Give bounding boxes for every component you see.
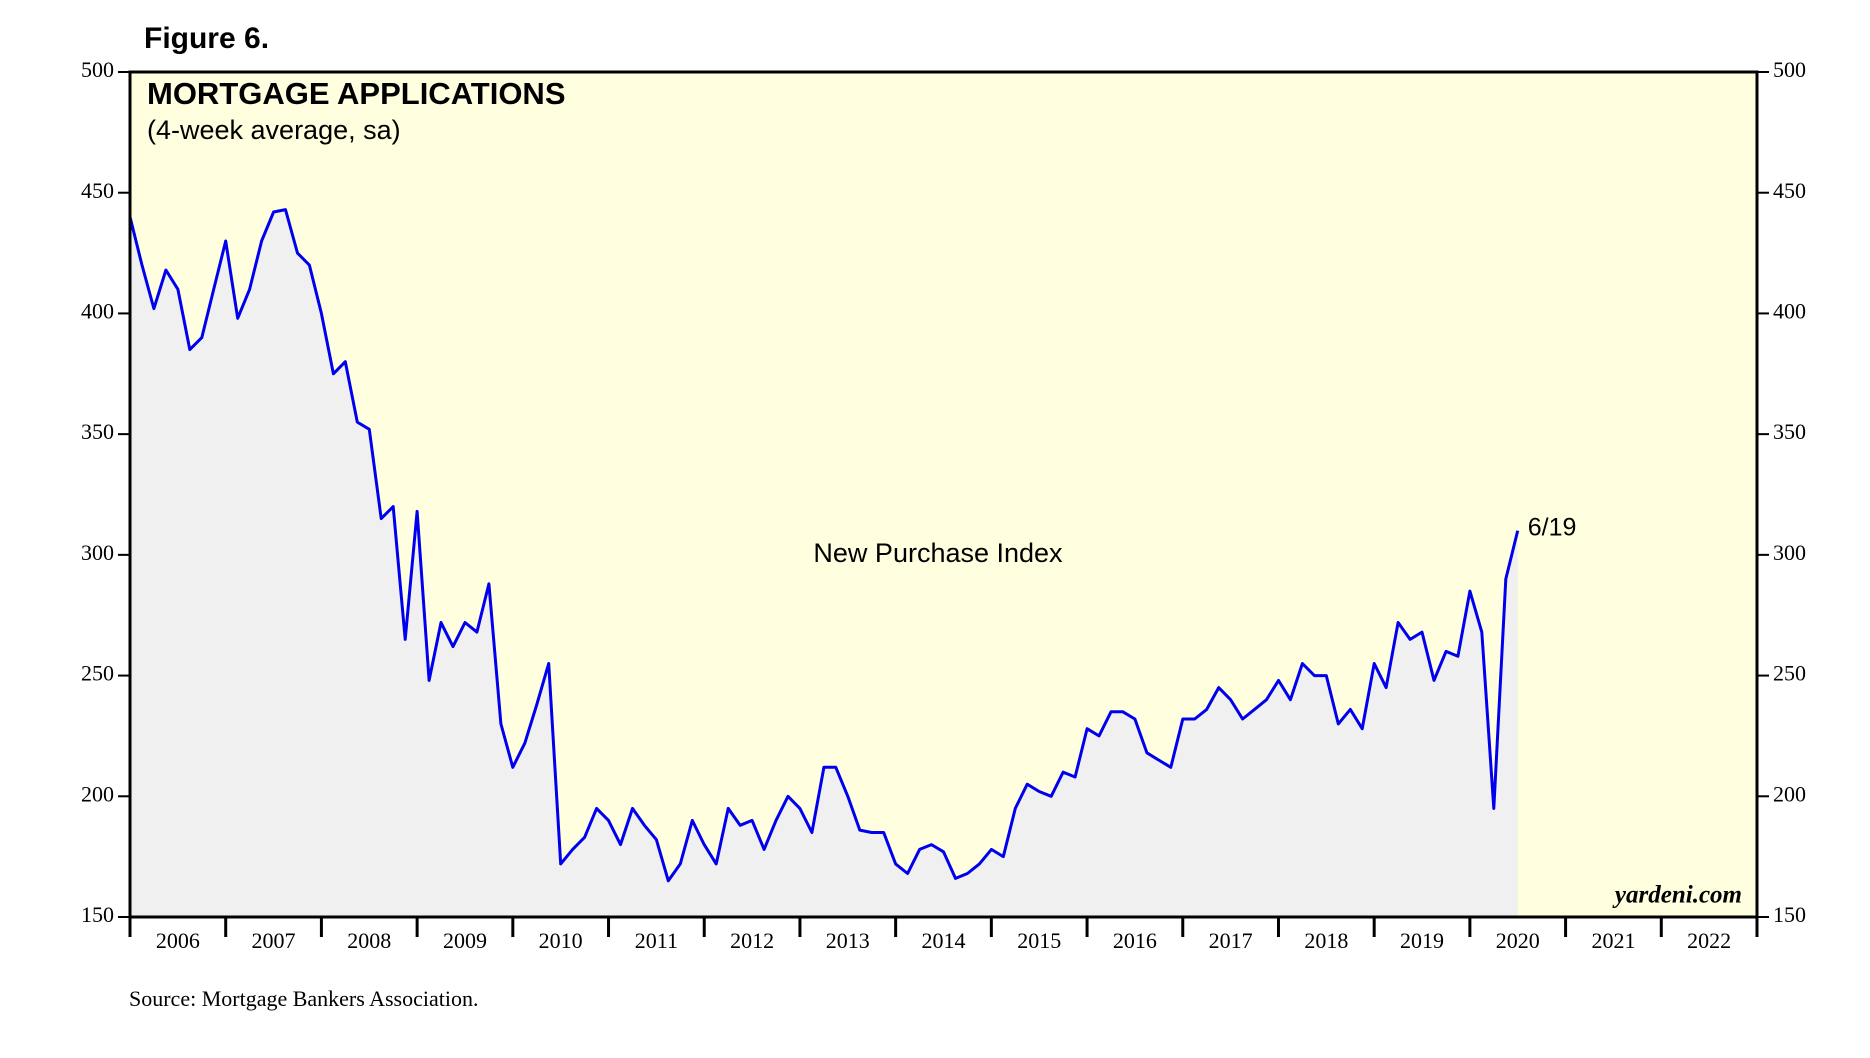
x-tick-label: 2021 [1591,928,1635,953]
y2-tick-label: 300 [1773,540,1806,565]
x-tick-label: 2007 [252,928,296,953]
y2-tick-label: 250 [1773,661,1806,686]
watermark: yardeni.com [1612,882,1742,909]
x-tick-label: 2019 [1400,928,1444,953]
area [130,209,1518,918]
x-tick-label: 2008 [347,928,391,953]
x-tick-label: 2018 [1304,928,1348,953]
x-tick-label: 2011 [635,928,678,953]
y2-tick-label: 450 [1773,178,1806,203]
figure-label: Figure 6. [144,22,269,55]
x-tick-label: 2009 [443,928,487,953]
y2-tick-label: 350 [1773,419,1806,444]
x-tick-label: 2006 [156,928,200,953]
y-tick-label: 450 [81,178,114,203]
y-tick-label: 250 [81,661,114,686]
chart-subtitle: (4-week average, sa) [147,115,401,145]
y-tick-label: 200 [81,781,114,806]
plot-frame [128,70,1759,919]
x-tick-label: 2010 [539,928,583,953]
y-tick-label: 150 [81,902,114,927]
x-tick-label: 2020 [1496,928,1540,953]
x-tick-label: 2022 [1687,928,1731,953]
source: Source: Mortgage Bankers Association. [129,986,479,1011]
x-tick-label: 2013 [826,928,870,953]
y-tick-label: 500 [81,57,114,82]
x-tick-label: 2015 [1017,928,1061,953]
x-tick-label: 2012 [730,928,774,953]
y2-tick-label: 150 [1773,902,1806,927]
y-tick-label: 400 [81,298,114,323]
y2-tick-label: 500 [1773,57,1806,82]
annotation: New Purchase Index [813,538,1063,568]
y-tick-label: 350 [81,419,114,444]
end-label: 6/19 [1528,513,1577,541]
y2-tick-label: 200 [1773,781,1806,806]
x-tick-label: 2016 [1113,928,1157,953]
line [128,208,1520,883]
x-tick-label: 2014 [922,928,966,953]
plot-area [128,72,1757,918]
chart-title: MORTGAGE APPLICATIONS [147,76,566,111]
y2-tick-label: 400 [1773,298,1806,323]
y-tick-label: 300 [81,540,114,565]
x-tick-label: 2017 [1209,928,1253,953]
